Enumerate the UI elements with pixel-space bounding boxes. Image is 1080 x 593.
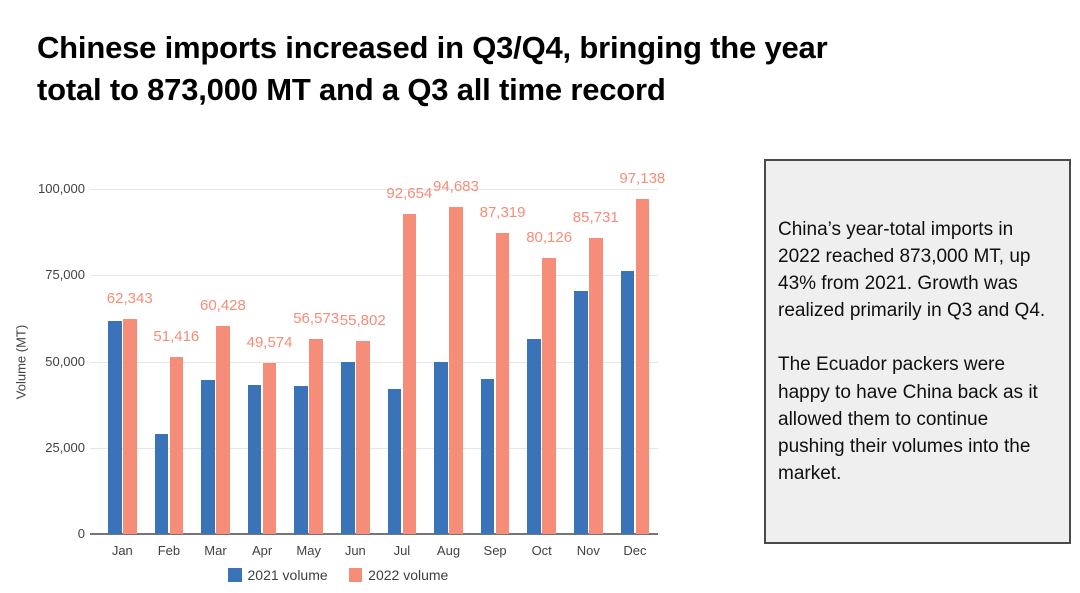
bar-2021-volume-may (294, 385, 308, 534)
bar-2022-volume-jul (402, 214, 417, 534)
x-tick-label-apr: Apr (251, 543, 273, 558)
legend-swatch (348, 568, 363, 582)
bar-2021-volume-mar (201, 380, 215, 534)
bar-value-label-may: 56,573 (293, 309, 340, 327)
bar-value-label-feb: 51,416 (153, 327, 200, 345)
x-tick-label-may: May (296, 543, 321, 558)
legend-item-2021-volume: 2021 volume (228, 567, 328, 583)
bar-2022-volume-jun (356, 341, 370, 534)
bar-value-label-oct: 80,126 (526, 228, 573, 246)
x-tick-label-nov: Nov (576, 543, 600, 558)
x-tick-label-jan: Jan (111, 543, 133, 558)
bar-2022-volume-dec (635, 198, 650, 534)
bar-2021-volume-aug (434, 361, 448, 534)
x-tick-label-feb: Feb (157, 543, 181, 558)
gridline (90, 275, 658, 277)
y-tick-label: 50,000 (45, 353, 85, 369)
bar-value-label-aug: 94,683 (432, 178, 479, 196)
slide-title: Chinese imports increased in Q3/Q4, brin… (37, 30, 828, 108)
y-tick-label: 100,000 (38, 181, 85, 196)
bar-value-label-mar: 60,428 (199, 296, 246, 314)
bar-value-label-apr: 49,574 (246, 333, 293, 351)
bar-2022-volume-nov (589, 238, 603, 534)
x-tick-label-sep: Sep (483, 543, 507, 558)
gridline (90, 361, 658, 363)
chart-legend: 2021 volume 2022 volume (228, 567, 448, 583)
bar-2022-volume-feb (169, 356, 184, 534)
y-tick-label: 0 (77, 526, 85, 541)
x-tick-label-oct: Oct (531, 543, 552, 558)
bar-value-label-jan: 62,343 (106, 289, 153, 307)
bar-value-label-sep: 87,319 (479, 203, 526, 221)
bar-2021-volume-feb (154, 433, 169, 534)
bar-value-label-dec: 97,138 (619, 169, 666, 187)
legend-label: 2021 volume (247, 567, 328, 583)
bar-2021-volume-oct (527, 339, 541, 534)
bar-2021-volume-jun (341, 361, 355, 534)
bar-value-label-jun: 55,802 (339, 312, 386, 330)
y-tick-label: 25,000 (45, 439, 85, 455)
bar-2021-volume-jan (108, 321, 122, 534)
gridline (90, 189, 658, 190)
x-tick-label-mar: Mar (204, 543, 227, 558)
bar-2022-volume-oct (542, 257, 556, 534)
note-paragraph-1: China’s year-total imports in 2022 reach… (778, 218, 1046, 322)
x-tick-label-dec: Dec (623, 543, 647, 558)
bar-2022-volume-jan (123, 318, 137, 534)
legend-swatch (228, 568, 242, 582)
bar-2022-volume-mar (216, 325, 230, 534)
gridline (90, 447, 658, 449)
bar-value-label-nov: 85,731 (572, 209, 619, 227)
x-tick-label-aug: Aug (436, 543, 461, 558)
volume-bar-chart: Volume (MT) 0 25,000 50,000 75,000 100,000 62… (14, 169, 666, 583)
x-tick-label-jun: Jun (344, 543, 366, 558)
bar-2022-volume-apr (262, 362, 277, 534)
y-tick-label: 75,000 (45, 267, 85, 283)
bar-2021-volume-apr (247, 384, 262, 534)
x-axis-line (90, 533, 658, 535)
bar-2022-volume-sep (495, 232, 510, 534)
note-box: China’s year-total imports in 2022 reach… (764, 159, 1071, 544)
x-tick-label-jul: Jul (393, 543, 411, 558)
bar-2022-volume-may (309, 338, 323, 534)
bar-2021-volume-nov (574, 291, 588, 534)
note-paragraph-2: The Ecuador packers were happy to have C… (778, 354, 1038, 485)
bar-2022-volume-aug (449, 207, 463, 534)
legend-label: 2022 volume (368, 567, 449, 583)
bar-2021-volume-jul (387, 389, 402, 534)
bar-2021-volume-sep (480, 379, 495, 534)
bar-2021-volume-dec (620, 271, 635, 534)
legend-item-2022-volume: 2022 volume (348, 567, 449, 583)
bar-value-label-jul: 92,654 (386, 185, 433, 203)
